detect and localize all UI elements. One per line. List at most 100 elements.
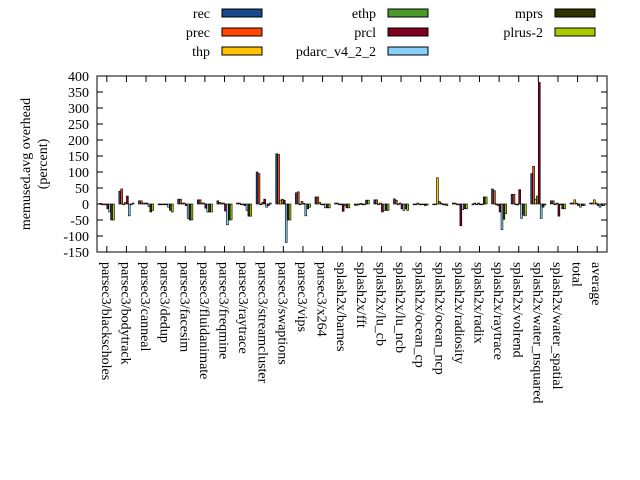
plot-frame [96,75,608,253]
bar-prec [257,173,261,205]
y-tick-label: -50 [70,214,89,229]
bar-plrus-2 [229,203,233,221]
y-tick-label: 400 [68,70,89,85]
bar-prcl [459,203,463,227]
x-tick-label: parsec3/streamcluster [255,262,270,384]
legend-swatch-pdarc_v4_2_2 [387,46,429,56]
bar-plrus-2 [524,203,527,217]
bar-mprs [129,203,133,206]
legend-label: plrus-2 [503,26,543,41]
bar-plrus-2 [465,203,468,210]
y-tick-label: 300 [68,102,89,117]
bar-prec [473,202,476,205]
y-tick-label: 50 [75,182,89,197]
bar-prcl [283,199,286,205]
bar-plrus-2 [131,202,135,205]
x-tick-label: splash2x/barnes [333,262,348,351]
bar-pdarc_v4_2_2 [128,203,131,217]
legend-label: mprs [515,7,543,22]
x-tick-label: parsec3/raytrace [235,262,250,354]
bar-prec [179,198,182,205]
bar-prcl [557,203,561,217]
bar-ethp [575,202,578,205]
bar-ethp [438,201,441,205]
bar-ethp [183,202,186,205]
bar-rec [471,203,475,206]
x-tick-label: parsec3/bodytrack [117,262,132,365]
x-tick-label: parsec3/x264 [314,262,329,337]
bar-prec [296,191,300,205]
bar-prec [198,199,202,205]
y-tick-label: 350 [68,86,89,101]
bar-prcl [518,189,521,205]
bar-plrus-2 [504,203,508,214]
x-tick-label: parsec3/dedup [157,262,172,343]
y-tick-label: 0 [82,198,89,213]
bar-plrus-2 [327,203,331,209]
y-tick-label: 250 [68,118,89,133]
bar-plrus-2 [484,196,488,205]
bar-prec [453,202,457,205]
y-tick-label: 200 [68,134,89,149]
bar-prec [238,202,241,205]
bar-plrus-2 [269,202,272,205]
bar-pdarc_v4_2_2 [363,203,366,206]
legend-swatch-plrus-2 [554,27,596,37]
bar-plrus-2 [249,203,253,217]
bar-ethp [202,202,206,205]
bar-plrus-2 [210,203,213,213]
legend-label: prec [186,26,210,41]
bar-thp [396,203,400,206]
x-tick-label: splash2x/lu_ncb [392,262,407,353]
x-axis: parsec3/blackscholes parsec3/bodytrack par… [98,76,603,404]
bar-prec [316,196,320,205]
bar-plrus-2 [543,203,547,206]
bar-plrus-2 [151,203,154,211]
bar-prec [140,200,143,205]
bar-prcl [263,198,266,205]
bar-thp [573,199,576,205]
x-tick-label: splash2x/water_spatial [549,262,564,390]
y-axis-label-line: (percent) [36,138,51,189]
bar-pdarc_v4_2_2 [284,203,288,243]
bar-ethp [516,203,520,206]
x-tick-label: total [569,262,584,287]
bar-plrus-2 [367,199,370,205]
legend-swatch-prec [221,27,263,37]
bar-prec [395,199,398,205]
bar-prec [532,165,535,205]
legend-swatch-ethp [387,8,429,18]
legend-swatch-mprs [554,8,596,18]
bar-thp [259,203,263,206]
bar-plrus-2 [406,203,409,211]
legend-label: ethp [352,7,376,22]
legend-swatch-rec [221,8,263,18]
bar-ethp [379,202,382,205]
x-tick-label: average [588,262,603,306]
bar-thp [122,203,125,206]
x-tick-label: splash2x/water_nsquared [529,262,544,404]
x-tick-label: splash2x/ocean_ncp [431,262,446,375]
bar-prec [493,190,496,205]
bar-plrus-2 [582,203,586,206]
y-tick-label: -100 [63,230,89,245]
bar-ethp [555,202,559,205]
legend-label: thp [192,45,210,60]
bar-thp [416,202,420,205]
x-tick-label: parsec3/facesim [176,262,191,352]
bar-prec [434,203,437,206]
bar-thp [436,177,439,205]
bar-prec [551,200,555,205]
bar-ethp [594,202,598,205]
bar-thp [298,203,302,206]
x-tick-label: parsec3/canneal [137,262,152,351]
bar-pdarc_v4_2_2 [304,203,308,217]
bar-prcl [126,195,129,205]
bar-plrus-2 [426,203,429,206]
bar-plrus-2 [445,203,449,206]
y-axis-label-line: memused.avg overhead [19,98,34,230]
bar-pdarc_v4_2_2 [481,203,484,206]
legend-label: pdarc_v4_2_2 [296,45,376,60]
bar-plrus-2 [288,203,292,221]
